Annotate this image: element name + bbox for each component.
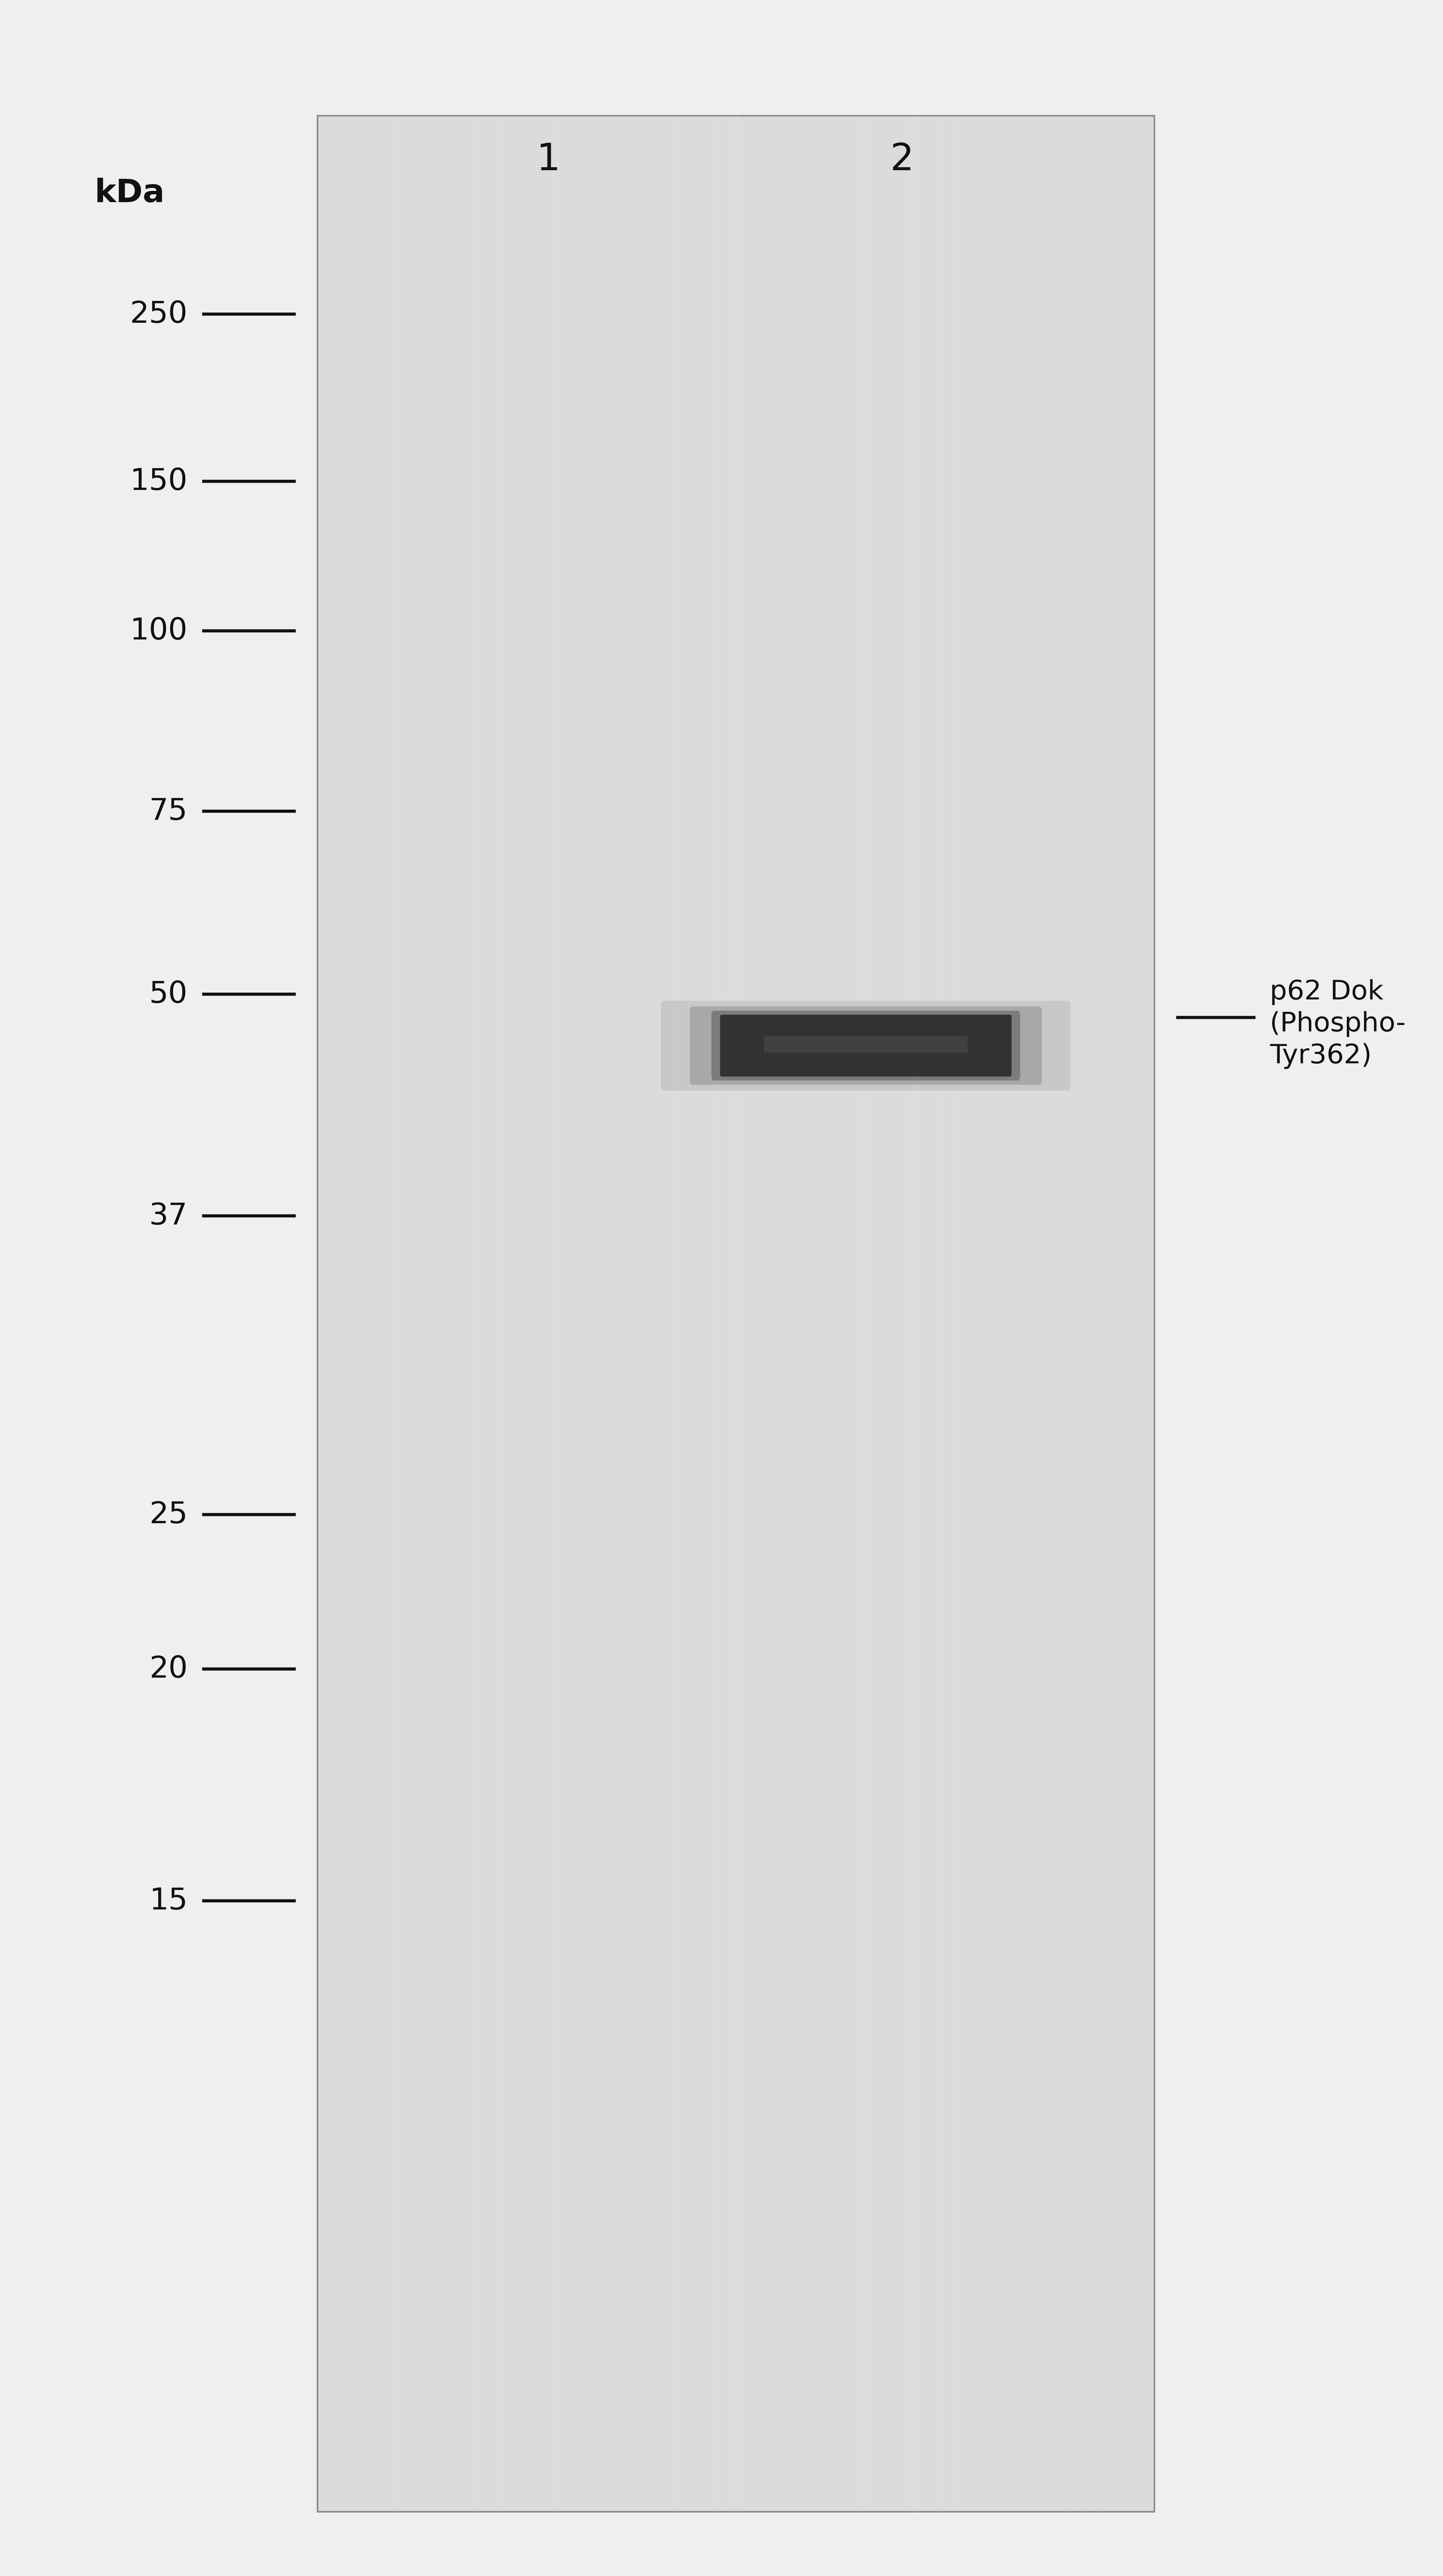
Text: 150: 150 <box>130 466 188 497</box>
FancyBboxPatch shape <box>765 1036 968 1054</box>
Text: 20: 20 <box>149 1654 188 1685</box>
Text: 37: 37 <box>149 1200 188 1231</box>
Text: 15: 15 <box>149 1886 188 1917</box>
Text: p62 Dok
(Phospho-
Tyr362): p62 Dok (Phospho- Tyr362) <box>1270 979 1405 1069</box>
Text: 100: 100 <box>130 616 188 647</box>
FancyBboxPatch shape <box>690 1007 1042 1084</box>
FancyBboxPatch shape <box>720 1015 1012 1077</box>
Text: 50: 50 <box>149 979 188 1010</box>
Text: 25: 25 <box>149 1499 188 1530</box>
Bar <box>317 116 1154 2512</box>
Text: 2: 2 <box>890 142 913 178</box>
Text: 1: 1 <box>537 142 560 178</box>
FancyBboxPatch shape <box>661 1002 1071 1090</box>
Text: kDa: kDa <box>95 178 165 209</box>
Text: 250: 250 <box>130 299 188 330</box>
Text: 75: 75 <box>149 796 188 827</box>
FancyBboxPatch shape <box>711 1010 1020 1082</box>
